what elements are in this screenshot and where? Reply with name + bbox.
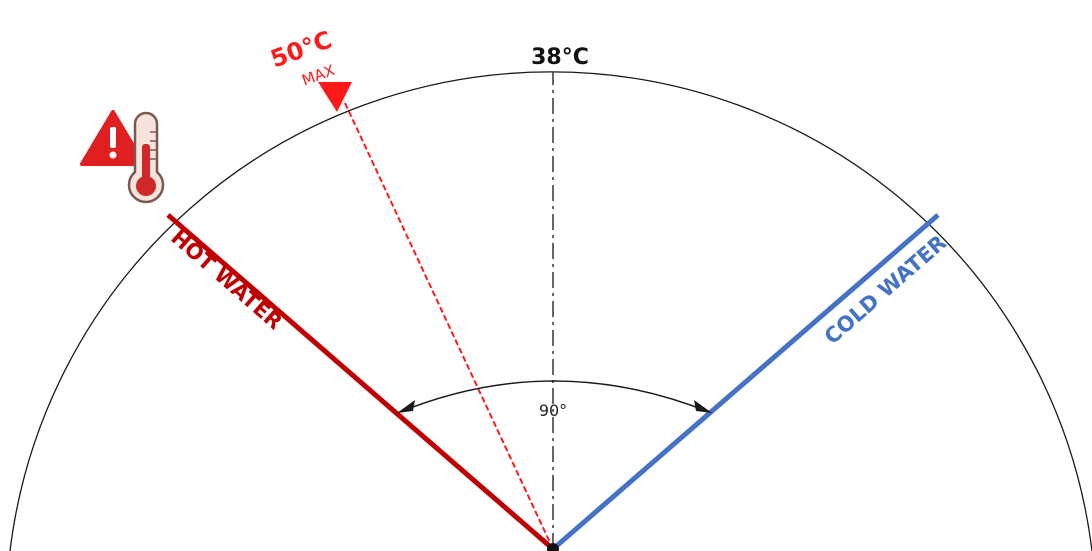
- pivot-dot: [547, 543, 559, 551]
- max-temp-line: [344, 102, 554, 550]
- angle-arrow-left: [397, 400, 415, 413]
- angle-arrow-right: [694, 400, 712, 413]
- max-temp-marker: [318, 82, 352, 112]
- hot-water-label: HOT WATER: [166, 225, 286, 334]
- cold-water-label: COLD WATER: [820, 230, 951, 349]
- temperature-arc: [9, 71, 1092, 551]
- angle-label: 90°: [539, 401, 567, 420]
- hot-water-line: [166, 213, 555, 551]
- angle-arc: [399, 380, 710, 413]
- center-temp-label: 38°C: [531, 45, 589, 70]
- warning-thermometer-icon: [80, 110, 165, 204]
- cold-water-line: [551, 213, 940, 551]
